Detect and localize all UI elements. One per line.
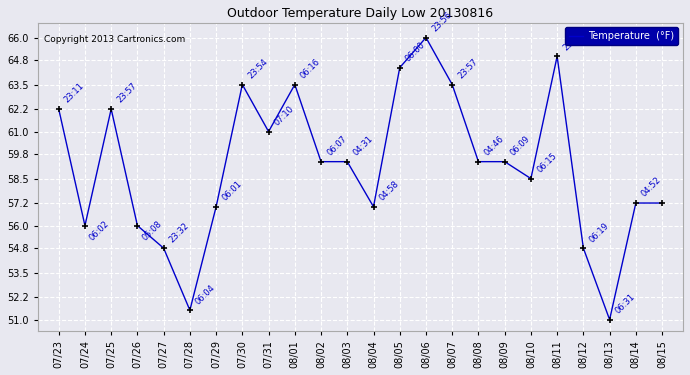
- Text: 07:10: 07:10: [273, 104, 296, 128]
- Text: 04:31: 04:31: [351, 134, 375, 158]
- Text: 06:16: 06:16: [299, 57, 322, 80]
- Title: Outdoor Temperature Daily Low 20130816: Outdoor Temperature Daily Low 20130816: [227, 7, 493, 20]
- Text: 23:57: 23:57: [456, 57, 480, 80]
- Text: 23:32: 23:32: [168, 220, 191, 244]
- Text: 06:31: 06:31: [614, 292, 637, 315]
- Text: 06:01: 06:01: [220, 179, 244, 203]
- Text: 06:19: 06:19: [588, 221, 611, 244]
- Text: 06:15: 06:15: [535, 151, 558, 174]
- Text: 23:11: 23:11: [63, 82, 86, 105]
- Text: 06:07: 06:07: [325, 134, 348, 158]
- Text: 06:02: 06:02: [88, 219, 111, 242]
- Text: 06:00: 06:00: [404, 40, 427, 63]
- Text: 05:08: 05:08: [140, 219, 164, 242]
- Text: 06:09: 06:09: [509, 134, 532, 158]
- Text: 23:54: 23:54: [246, 57, 270, 80]
- Text: 06:04: 06:04: [194, 283, 217, 306]
- Text: 23:56: 23:56: [430, 10, 453, 33]
- Text: 23:??: 23:??: [561, 30, 584, 52]
- Legend: Temperature  (°F): Temperature (°F): [565, 27, 678, 45]
- Text: 23:57: 23:57: [115, 81, 139, 105]
- Text: Copyright 2013 Cartronics.com: Copyright 2013 Cartronics.com: [44, 35, 186, 44]
- Text: 04:46: 04:46: [482, 134, 506, 158]
- Text: 04:52: 04:52: [640, 176, 663, 199]
- Text: 04:58: 04:58: [377, 179, 401, 203]
